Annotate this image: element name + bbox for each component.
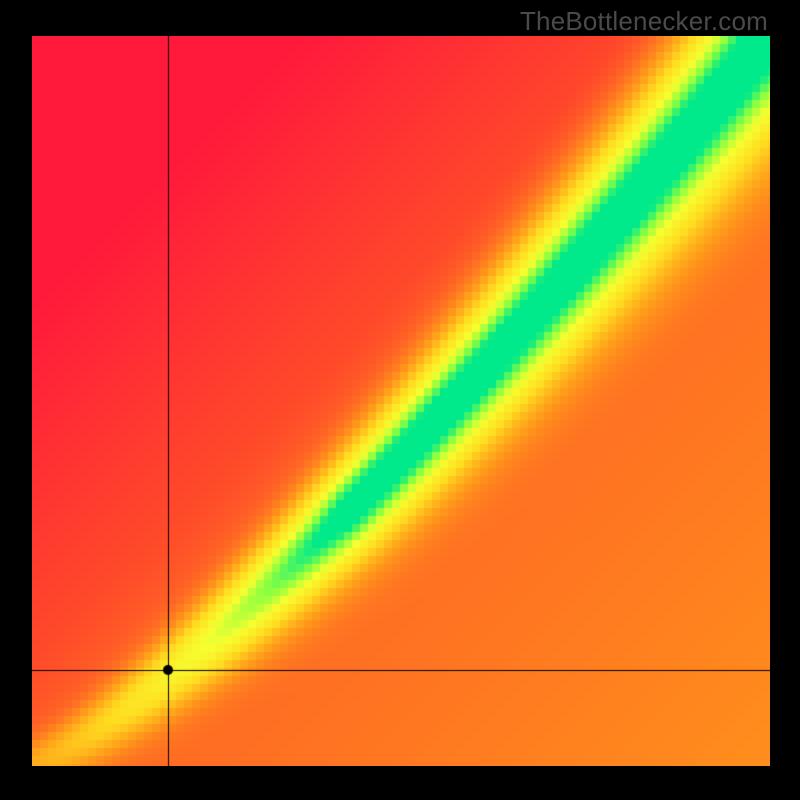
figure-container: TheBottlenecker.com	[0, 0, 800, 800]
heatmap-canvas	[32, 36, 770, 766]
watermark-text: TheBottlenecker.com	[520, 6, 768, 37]
plot-frame	[32, 36, 770, 766]
